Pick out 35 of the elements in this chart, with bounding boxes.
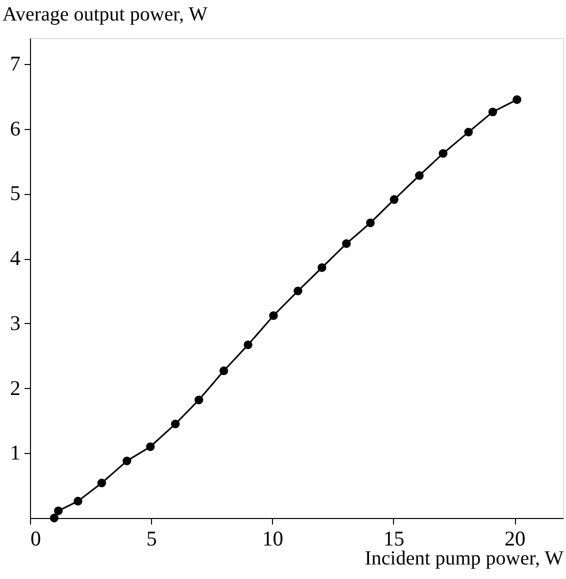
point <box>294 286 302 296</box>
point <box>97 478 106 488</box>
point <box>269 311 278 320</box>
point <box>171 420 180 428</box>
point <box>50 514 59 522</box>
y-tick-label: 2 <box>10 376 20 400</box>
point <box>438 149 448 158</box>
y-tick-label: 1 <box>10 440 20 465</box>
point <box>488 108 498 116</box>
y-tick-label: 4 <box>10 246 21 270</box>
x-tick-label: 10 <box>262 526 284 550</box>
point <box>146 442 155 451</box>
point <box>464 128 473 136</box>
point <box>122 456 132 466</box>
point <box>244 340 252 350</box>
x-tick-label: 5 <box>146 526 157 550</box>
point <box>318 263 326 272</box>
point <box>54 506 63 516</box>
point <box>74 496 82 506</box>
x-axis-title: Incident pump power, W <box>364 548 564 570</box>
point <box>512 95 522 104</box>
point <box>366 218 375 228</box>
y-tick-label: 3 <box>10 310 20 335</box>
point <box>390 195 398 204</box>
point <box>342 239 351 248</box>
point <box>415 171 424 180</box>
y-axis-title: Average output power, W <box>2 4 208 26</box>
x-tick-label: 15 <box>383 526 404 550</box>
x-tick-label: 0 <box>30 526 41 550</box>
x-tick-label: 20 <box>504 526 526 550</box>
y-tick-label: 7 <box>10 51 20 76</box>
point <box>194 396 204 404</box>
y-tick-label: 5 <box>10 181 20 206</box>
point <box>219 366 228 376</box>
y-tick-label: 6 <box>10 116 20 140</box>
